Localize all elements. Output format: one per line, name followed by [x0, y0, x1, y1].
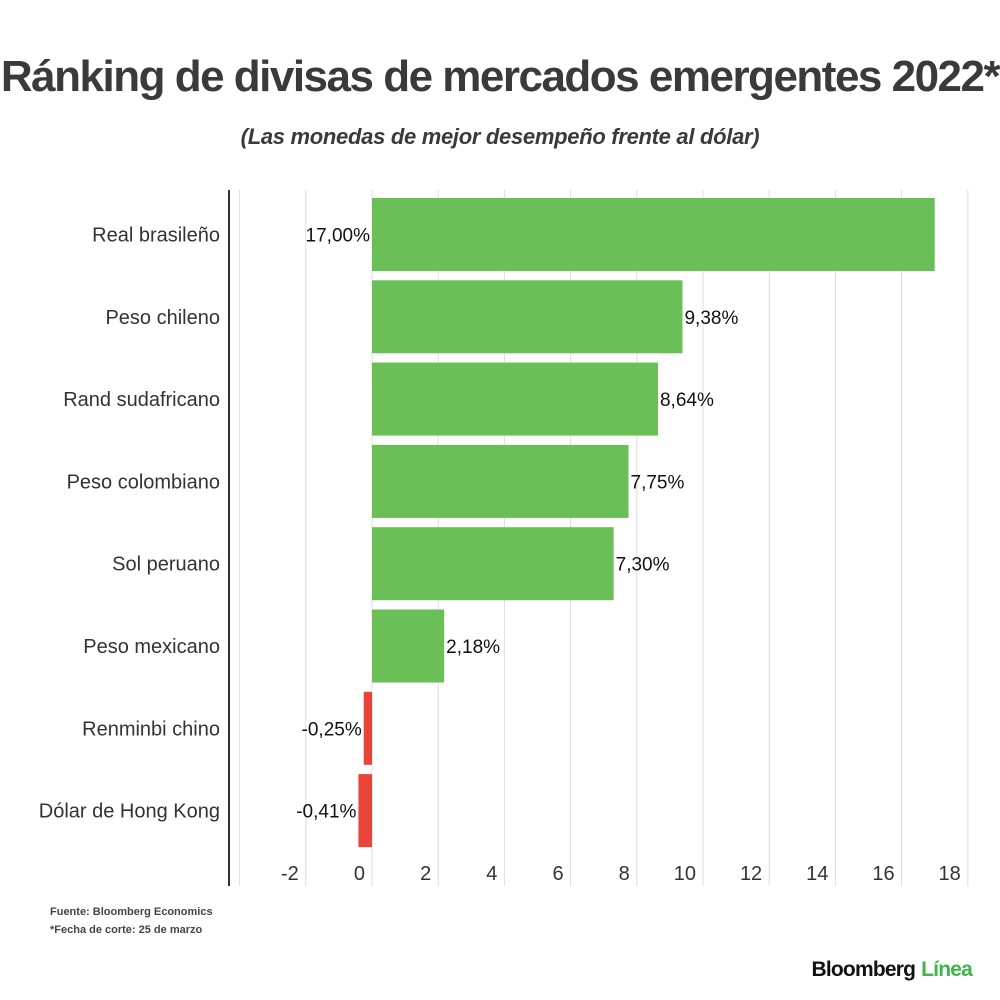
category-label: Peso colombiano — [67, 471, 220, 493]
category-label: Peso mexicano — [83, 636, 220, 658]
x-tick-label: 18 — [939, 863, 961, 885]
bar — [358, 774, 372, 848]
data-label: 9,38% — [684, 308, 738, 329]
data-label: -0,41% — [296, 802, 356, 823]
bars — [358, 198, 935, 848]
x-tick-label: 0 — [354, 863, 365, 885]
labels: -2 0 2 4 6 8 10 12 14 16 18 Real brasileño 17,00% Pes… — [39, 225, 961, 886]
category-label: Peso chileno — [105, 307, 220, 329]
cutoff-note: *Fecha de corte: 25 de marzo — [50, 924, 203, 936]
x-tick-label: 14 — [806, 863, 828, 885]
brand-name: Bloomberg — [811, 958, 916, 981]
chart-subtitle: (Las monedas de mejor desempeño frente a… — [240, 124, 760, 149]
category-label: Rand sudafricano — [63, 389, 220, 411]
x-tick-label: 2 — [420, 863, 431, 885]
brand-logo: Bloomberg Línea — [812, 958, 973, 982]
bar — [372, 444, 629, 518]
x-tick-label: 12 — [740, 863, 762, 885]
x-tick-label: 4 — [486, 863, 497, 885]
x-tick-label: 6 — [552, 863, 563, 885]
category-label: Sol peruano — [112, 554, 220, 576]
bar — [372, 198, 935, 271]
brand-suffix: Línea — [921, 958, 973, 981]
bar — [372, 527, 614, 601]
x-tick-label: 16 — [872, 863, 894, 885]
source-note: Fuente: Bloomberg Economics — [50, 906, 213, 918]
bar — [372, 362, 658, 436]
category-label: Dólar de Hong Kong — [39, 801, 220, 823]
x-tick-label: 8 — [619, 863, 630, 885]
data-label: -0,25% — [302, 719, 362, 740]
data-label: 8,64% — [660, 390, 714, 411]
data-label: 2,18% — [446, 637, 500, 658]
x-tick-label: 10 — [674, 863, 696, 885]
x-tick-label: -2 — [281, 863, 299, 885]
data-label: 7,75% — [631, 472, 685, 493]
chart-title: Ránking de divisas de mercados emergente… — [0, 52, 1000, 101]
data-label: 7,30% — [616, 555, 670, 576]
category-label: Renminbi chino — [82, 718, 220, 740]
bar — [372, 280, 683, 354]
category-label: Real brasileño — [92, 225, 220, 247]
bar — [372, 609, 445, 683]
bar — [363, 691, 372, 765]
data-label: 17,00% — [306, 226, 371, 247]
